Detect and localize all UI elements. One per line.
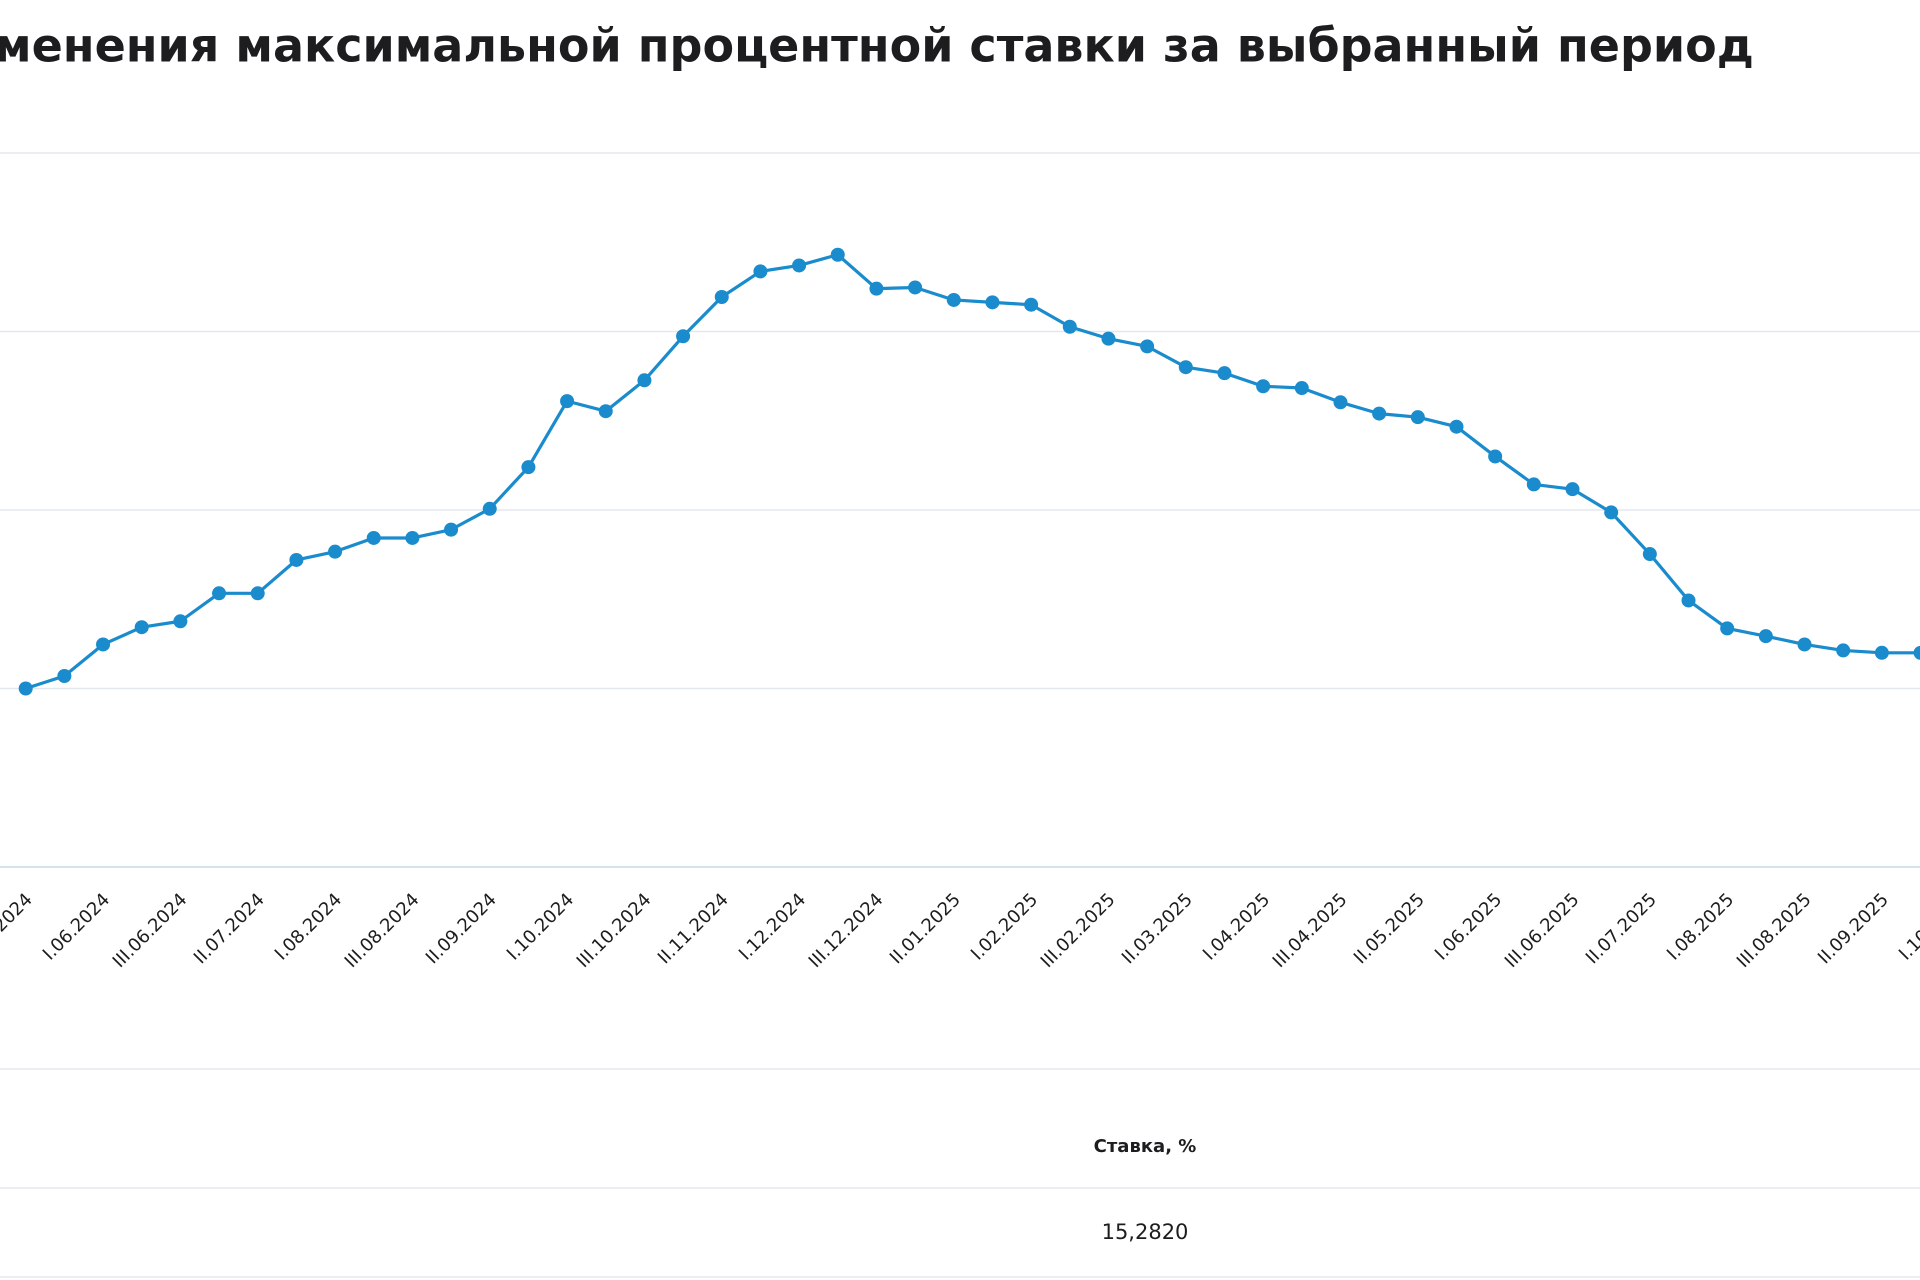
x-tick-label: I.08.2025 <box>1663 889 1738 964</box>
point <box>328 544 343 559</box>
point <box>1488 449 1503 464</box>
point <box>405 530 420 545</box>
point <box>1604 505 1619 520</box>
point <box>1836 643 1851 658</box>
point <box>1101 331 1116 346</box>
line <box>25 253 1920 691</box>
point <box>1178 360 1193 375</box>
point <box>1217 366 1232 381</box>
x-tick-label: II.05.2025 <box>1350 889 1429 968</box>
point <box>1372 406 1387 421</box>
point <box>1449 419 1464 434</box>
x-tick-label: I.04.2025 <box>1199 889 1274 964</box>
point <box>908 280 923 295</box>
point <box>1062 319 1077 334</box>
point <box>1913 645 1920 660</box>
point <box>482 501 497 516</box>
x-tick-label: II.05.2024 <box>0 889 37 968</box>
point <box>444 522 459 537</box>
point <box>173 614 188 629</box>
x-tick-label: II.09.2025 <box>1814 889 1893 968</box>
x-tick-label: I.06.2024 <box>39 889 114 964</box>
point <box>1294 381 1309 396</box>
x-tick-label: III.04.2025 <box>1269 889 1352 972</box>
point <box>1024 297 1039 312</box>
x-tick-label: III.08.2025 <box>1733 889 1816 972</box>
x-tick-label: I.08.2024 <box>271 889 346 964</box>
point <box>366 530 381 545</box>
point <box>985 295 1000 310</box>
table-header: Ставка, % <box>1094 1136 1197 1157</box>
x-tick-label: III.06.2024 <box>109 889 192 972</box>
x-tick-label: I.06.2025 <box>1431 889 1506 964</box>
point <box>1681 593 1696 608</box>
point <box>753 264 768 279</box>
point <box>1720 621 1735 636</box>
x-tick-label: III.06.2025 <box>1501 889 1584 972</box>
x-tick-label: III.02.2025 <box>1037 889 1120 972</box>
point <box>134 620 149 635</box>
point <box>598 404 613 419</box>
point <box>637 373 652 388</box>
point <box>212 586 227 601</box>
point <box>18 681 33 696</box>
x-tick-label: II.01.2025 <box>886 889 965 968</box>
point <box>946 292 961 307</box>
point <box>1526 477 1541 492</box>
point <box>1410 410 1425 425</box>
point <box>1333 395 1348 410</box>
x-tick-label: I.12.2024 <box>735 889 810 964</box>
point <box>1565 482 1580 497</box>
chart-title: менения максимальной процентной ставки з… <box>0 19 1754 73</box>
point <box>1140 339 1155 354</box>
point <box>250 586 265 601</box>
x-tick-label: I.10.2025 <box>1895 889 1920 964</box>
point <box>676 329 691 344</box>
x-tick-label: II.03.2025 <box>1118 889 1197 968</box>
point <box>1256 379 1271 394</box>
point <box>714 289 729 304</box>
point <box>792 258 807 273</box>
x-tick-label: III.10.2024 <box>573 889 656 972</box>
point <box>289 552 304 567</box>
x-tick-label: III.08.2024 <box>341 889 424 972</box>
point <box>1642 547 1657 562</box>
x-tick-label: II.09.2024 <box>422 889 501 968</box>
point <box>1797 637 1812 652</box>
point <box>830 247 845 262</box>
x-tick-label: II.07.2024 <box>190 889 269 968</box>
point <box>96 637 111 652</box>
point <box>1874 645 1889 660</box>
point <box>521 460 536 475</box>
x-tick-label: II.11.2024 <box>654 889 733 968</box>
point <box>57 669 72 684</box>
x-tick-label: I.02.2025 <box>967 889 1042 964</box>
x-tick-label: II.07.2025 <box>1582 889 1661 968</box>
x-tick-label: I.10.2024 <box>503 889 578 964</box>
point <box>869 281 884 296</box>
table-cell: 15,2820 <box>1102 1220 1189 1244</box>
x-tick-label: III.12.2024 <box>805 889 888 972</box>
point <box>560 394 575 409</box>
point <box>1758 629 1773 644</box>
